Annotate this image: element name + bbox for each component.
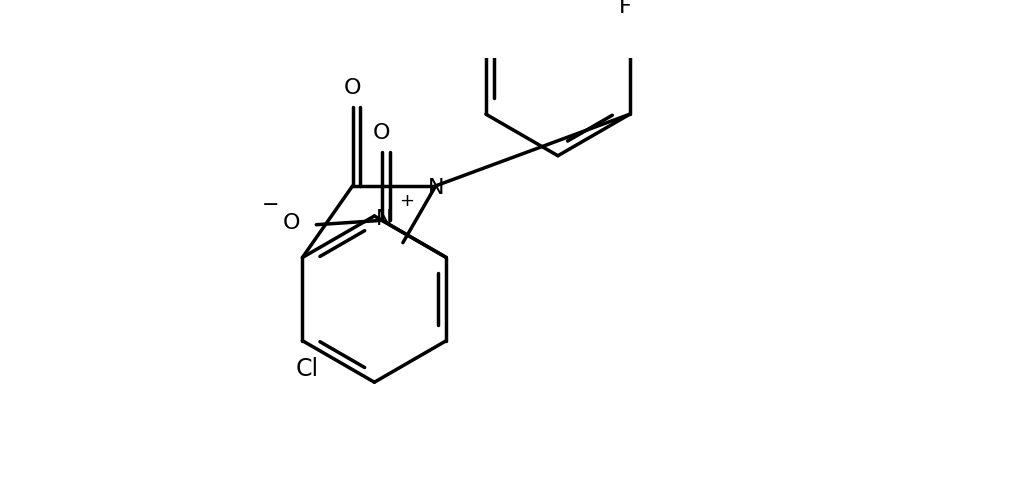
Text: O: O (373, 123, 390, 143)
Text: O: O (343, 78, 361, 98)
Text: +: + (398, 192, 414, 210)
Text: Cl: Cl (294, 357, 318, 381)
Text: N: N (375, 209, 391, 229)
Text: −: − (262, 196, 279, 216)
Text: N: N (427, 177, 443, 197)
Text: F: F (619, 0, 631, 17)
Text: O: O (283, 213, 301, 233)
